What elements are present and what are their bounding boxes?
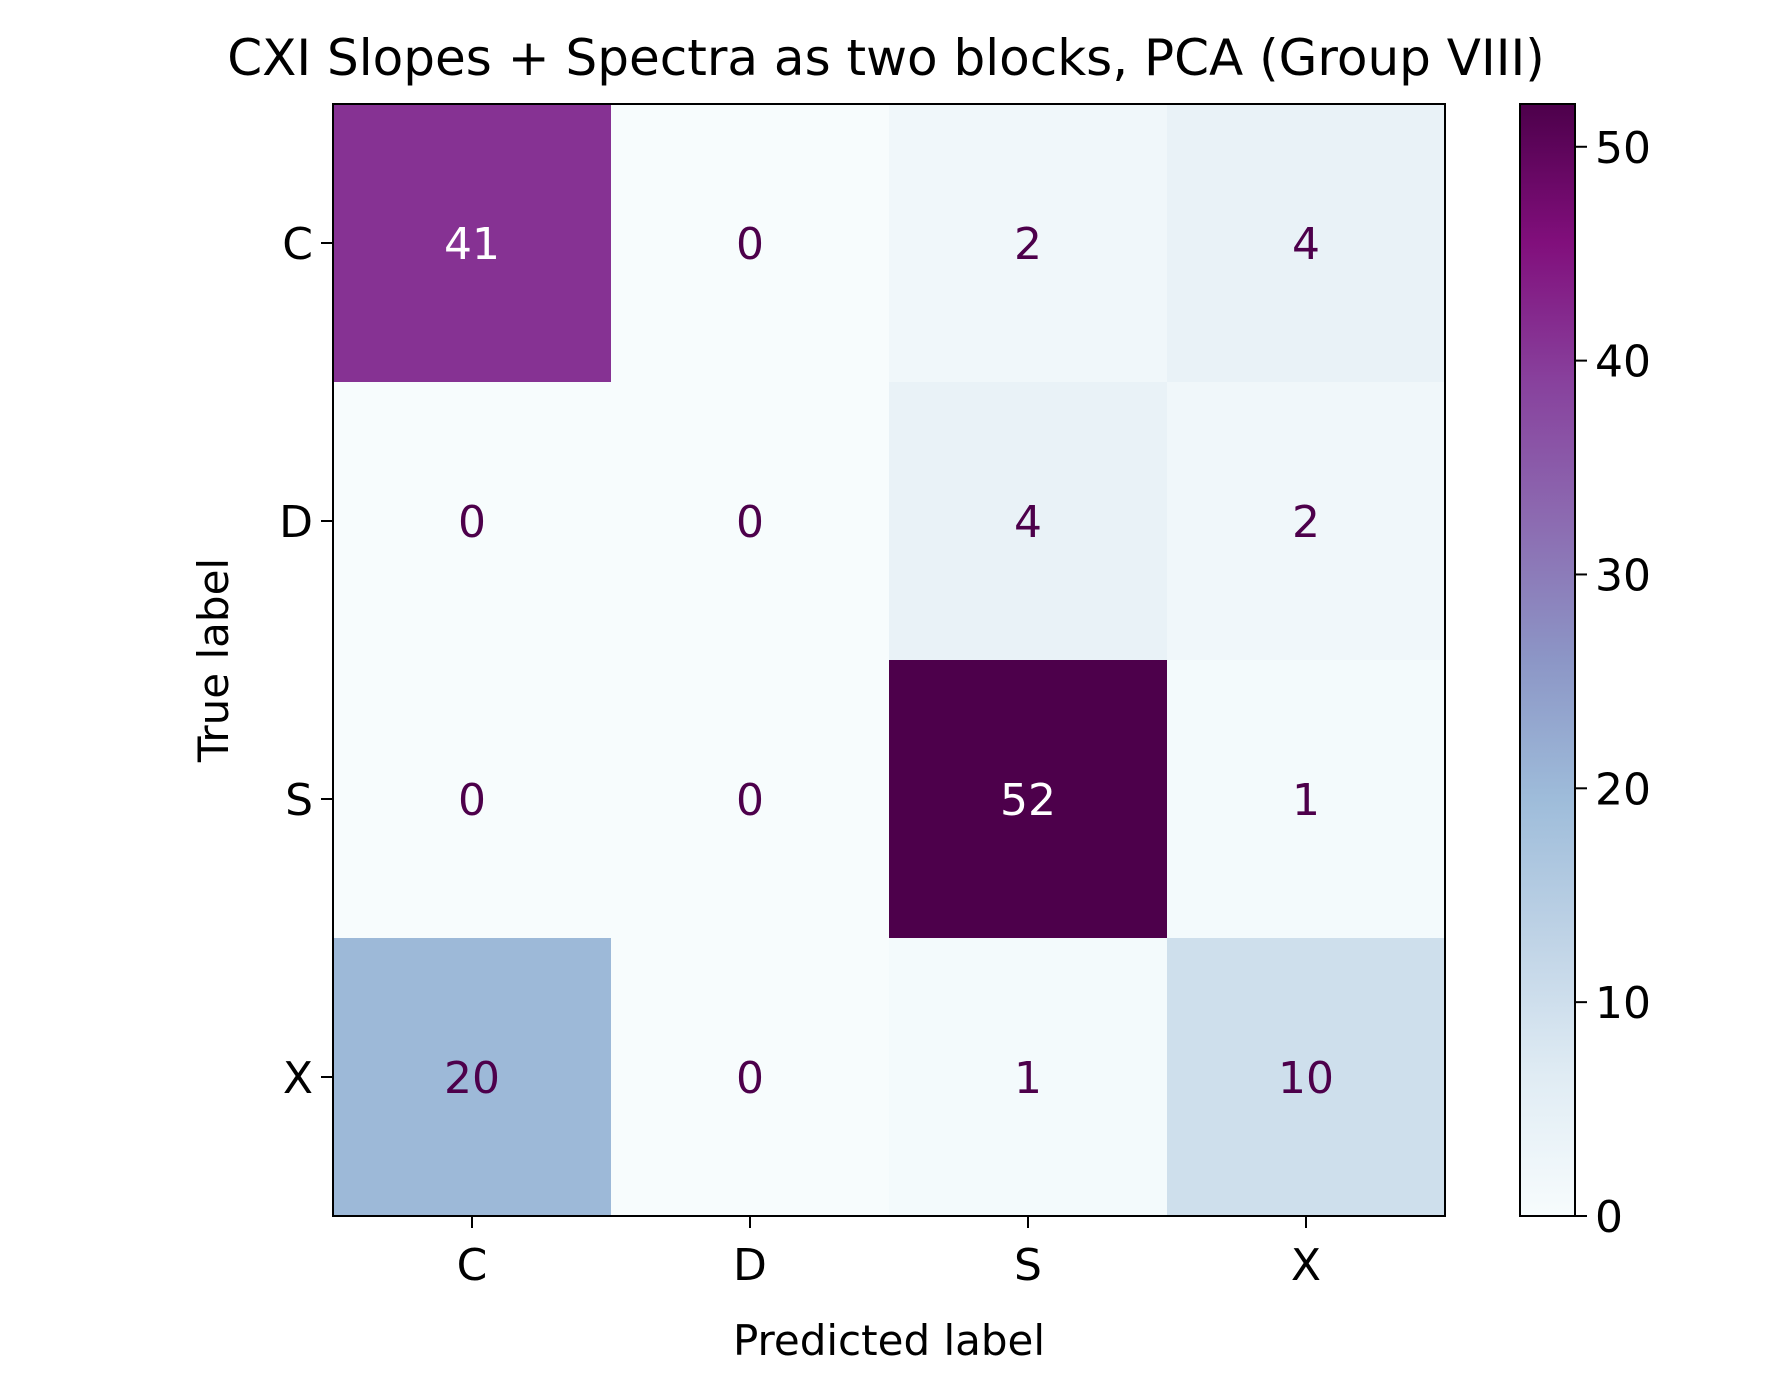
heatmap-cell [889, 104, 1168, 383]
y-tick-label: D [279, 497, 313, 548]
colorbar-tick-label: 20 [1595, 764, 1651, 815]
heatmap-cell [1167, 660, 1446, 939]
cell-value-label: 1 [1014, 1053, 1042, 1104]
x-tick-label: S [1014, 1240, 1042, 1291]
y-axis-label: True label [189, 558, 238, 763]
cell-value-label: 0 [458, 497, 486, 548]
colorbar-ticks: 0 10 20 30 40 50 [1575, 123, 1651, 1243]
heatmap-cell [1167, 104, 1446, 383]
colorbar-tick-label: 30 [1595, 550, 1651, 601]
y-axis-ticks: C D S X [279, 219, 333, 1104]
cell-value-labels: 41 0 2 40 0 4 20 0 52 120 0 1 10 [444, 219, 1334, 1104]
cell-value-label: 4 [1292, 219, 1320, 270]
cell-value-label: 0 [736, 219, 764, 270]
heatmap-cell [611, 382, 890, 661]
x-tick-label: C [457, 1240, 488, 1291]
y-tick-label: S [285, 775, 313, 826]
cell-value-label: 2 [1292, 497, 1320, 548]
heatmap-cell [333, 938, 612, 1217]
heatmap-cell [611, 938, 890, 1217]
heatmap-cell [611, 104, 890, 383]
heatmap-cells [333, 104, 1446, 1217]
heatmap-cell [333, 660, 612, 939]
cell-value-label: 20 [444, 1053, 500, 1104]
cell-value-label: 0 [736, 497, 764, 548]
cell-value-label: 2 [1014, 219, 1042, 270]
x-tick-label: D [733, 1240, 767, 1291]
heatmap-cell [1167, 382, 1446, 661]
heatmap-cell [889, 660, 1168, 939]
heatmap-cell [889, 938, 1168, 1217]
colorbar [1520, 104, 1575, 1216]
y-tick-label: X [283, 1053, 313, 1104]
colorbar-tick-label: 0 [1595, 1192, 1623, 1243]
colorbar-frame [1519, 103, 1576, 1217]
x-axis-label: Predicted label [733, 1316, 1045, 1365]
heatmap-cell [1167, 938, 1446, 1217]
chart-title: CXI Slopes + Spectra as two blocks, PCA … [227, 29, 1544, 87]
x-tick-label: X [1291, 1240, 1321, 1291]
cell-value-label: 10 [1278, 1053, 1334, 1104]
cell-value-label: 1 [1292, 775, 1320, 826]
colorbar-tick-label: 50 [1595, 123, 1651, 174]
colorbar-tick-label: 10 [1595, 978, 1651, 1029]
cell-value-label: 52 [1000, 775, 1056, 826]
heatmap-cell [333, 104, 612, 383]
cell-value-label: 0 [736, 1053, 764, 1104]
y-tick-label: C [282, 219, 313, 270]
cell-value-label: 0 [458, 775, 486, 826]
cell-value-label: 41 [444, 219, 500, 270]
heatmap-cell [889, 382, 1168, 661]
plot-frame [332, 103, 1446, 1217]
heatmap-cell [333, 382, 612, 661]
colorbar-tick-label: 40 [1595, 337, 1651, 388]
heatmap-cell [611, 660, 890, 939]
cell-value-label: 0 [736, 775, 764, 826]
cell-value-label: 4 [1014, 497, 1042, 548]
